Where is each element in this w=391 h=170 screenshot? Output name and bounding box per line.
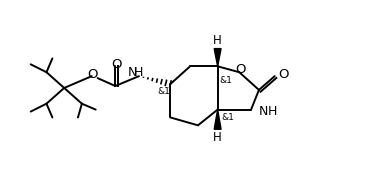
Polygon shape [214, 49, 221, 66]
Text: H: H [133, 66, 143, 79]
Text: N: N [127, 66, 137, 79]
Text: &1: &1 [158, 87, 170, 96]
Text: H: H [213, 131, 222, 144]
Text: N: N [259, 105, 268, 118]
Text: &1: &1 [220, 76, 233, 85]
Text: O: O [111, 58, 122, 71]
Text: H: H [213, 34, 222, 47]
Text: O: O [88, 68, 98, 81]
Text: &1: &1 [222, 113, 235, 122]
Polygon shape [214, 110, 221, 129]
Text: O: O [235, 63, 246, 76]
Text: O: O [279, 68, 289, 81]
Text: H: H [268, 105, 277, 118]
